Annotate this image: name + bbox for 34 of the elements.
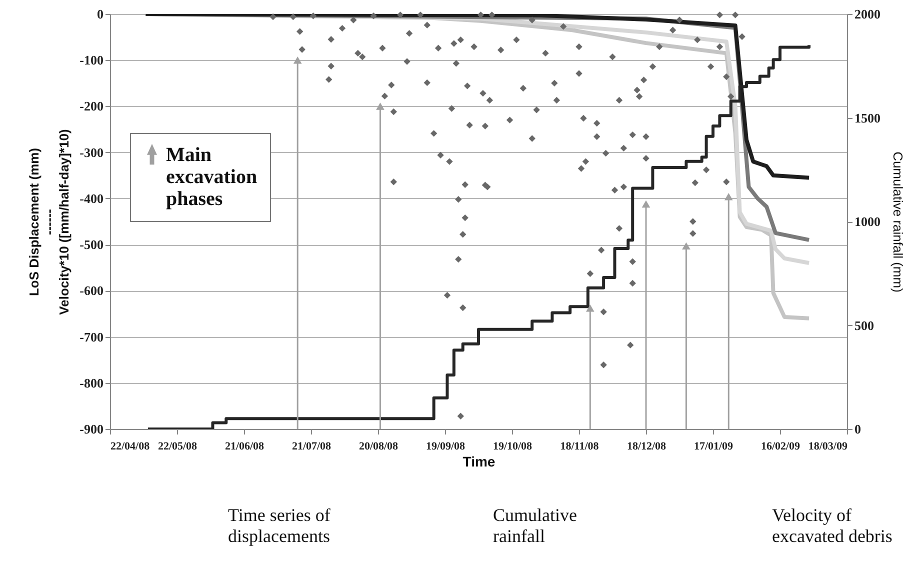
text: Cumulative rainfall (493, 505, 577, 546)
legend-label: Main excavation phases (166, 144, 258, 210)
x-tick-label: 17/01/09 (694, 440, 734, 452)
y2-tick-label: 500 (854, 318, 874, 333)
y-tick-label: 0 (97, 6, 104, 22)
text: Time series of displacements (228, 505, 330, 546)
x-axis-title: Time (462, 454, 496, 470)
text: Velocity of excavated debris (772, 505, 892, 546)
x-tick-label: 19/10/08 (492, 440, 533, 452)
y-tick-label: -100 (80, 52, 104, 68)
y-axis-title: LoS Displacement (mm) ------ Velocity*10 ([mm/half-day]*10) (26, 129, 72, 315)
x-tick-label: 18/12/08 (626, 440, 667, 452)
x-tick-label: 19/09/08 (426, 440, 466, 452)
y-tick-label: -200 (80, 98, 104, 114)
x-tick-label: 22/05/08 (158, 440, 198, 452)
x-tick-label: 22/04/08 (110, 440, 150, 452)
x-tick-label: 21/06/08 (224, 440, 265, 452)
x-tick-label: 18/03/09 (808, 440, 848, 452)
x-tick-label: 16/02/09 (760, 440, 801, 452)
y2-tick-label: 2000 (854, 6, 880, 22)
y-tick-label: -800 (80, 375, 104, 390)
y2-tick-label: 1500 (854, 110, 880, 126)
y-tick-label: -500 (80, 237, 104, 252)
x-tick-label: 21/07/08 (292, 440, 332, 452)
y-tick-label: -400 (80, 190, 104, 206)
y-tick-label: -700 (80, 329, 104, 344)
y-tick-label: -600 (80, 283, 104, 298)
x-tick-label: 18/11/08 (560, 440, 600, 452)
y2-axis-title: Cumulative rainfall (mm) (890, 152, 906, 292)
y-tick-label: -900 (80, 422, 104, 436)
y2-tick-label: 1000 (854, 214, 880, 229)
y2-tick-label: 0 (854, 422, 861, 436)
x-tick-label: 20/08/08 (358, 440, 399, 452)
y-tick-label: -300 (80, 144, 104, 160)
